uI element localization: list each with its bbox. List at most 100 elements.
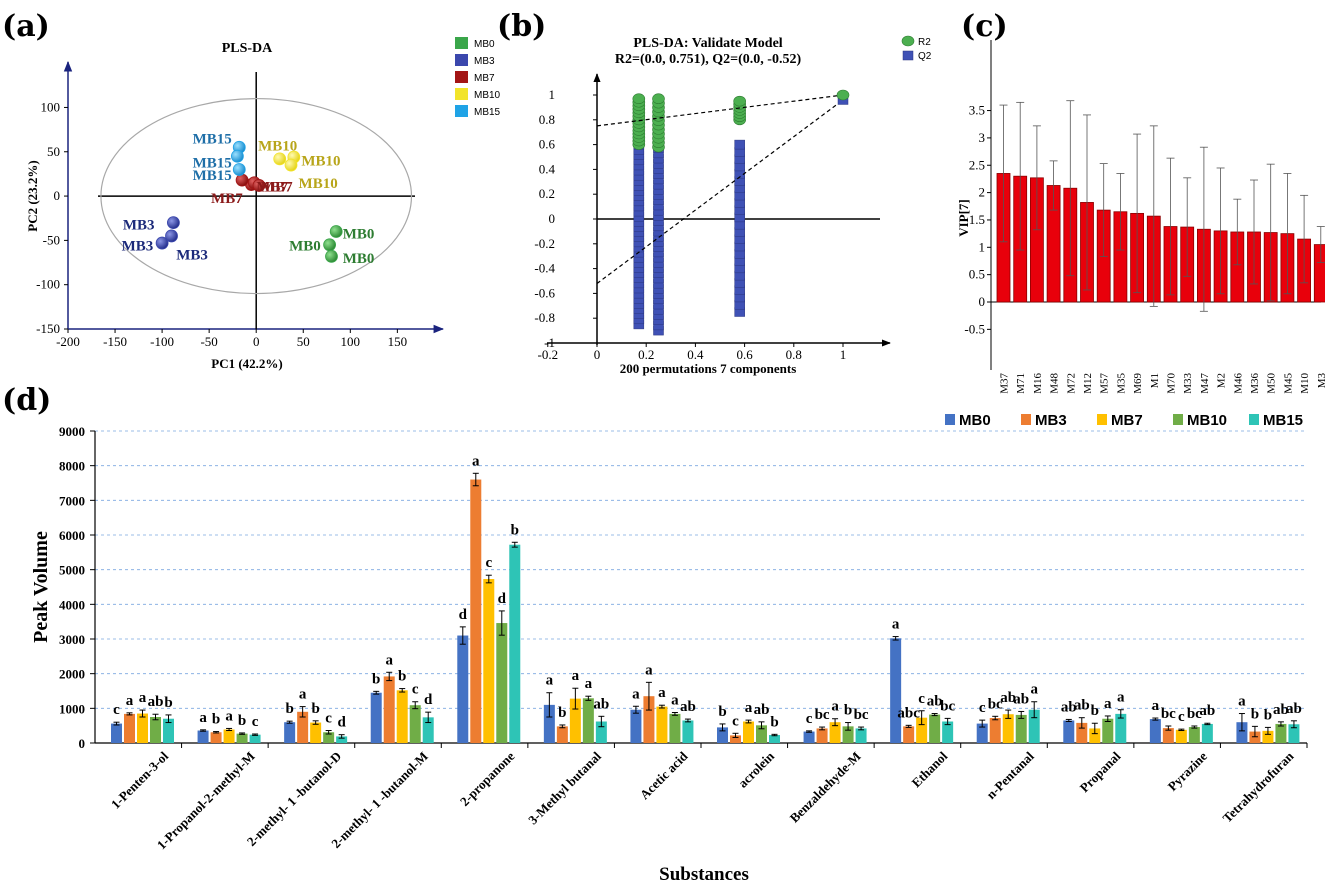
panel-d-legend-swatch-mb15 [1249, 414, 1259, 425]
panel-d-significance-letter: c [806, 711, 813, 727]
panel-d-bar-mb15 [509, 544, 521, 743]
panel-a-legend-swatch-mb0 [455, 37, 468, 49]
panel-a-point-label-mb0: MB0 [343, 226, 375, 242]
panel-d-significance-letter: a [139, 690, 147, 706]
panel-a-x-tick-label: 150 [388, 334, 408, 349]
panel-c-x-tick-label: M45 [1282, 373, 1294, 394]
panel-a-point-mb7 [235, 173, 249, 187]
panel-c-vip-scores: (c) VIP[7] -0.5 0 0.5 1 1.5 2 2.5 3 3.5 M37 M71 M16… [956, 9, 1325, 394]
panel-a-point-label-mb3: MB3 [123, 217, 155, 233]
panel-a-point-label-mb10: MB10 [258, 139, 297, 155]
panel-b-x-tick-label: -0.2 [538, 347, 559, 362]
panel-b-x-tick-label: 0.6 [736, 347, 753, 362]
panel-a-x-tick-label: -200 [56, 334, 80, 349]
panel-d-bar-mb3 [989, 718, 1001, 743]
panel-d-significance-letter: a [225, 708, 233, 724]
panel-d-significance-letter: b [1264, 707, 1272, 723]
panel-c-x-tick-label: M12 [1082, 373, 1094, 394]
panel-d-legend-swatch-mb3 [1021, 414, 1031, 425]
panel-d-bar-mb15 [855, 728, 867, 743]
panel-b-r2-regression-line [596, 94, 844, 127]
panel-a-point-label-mb10: MB10 [301, 154, 340, 170]
panel-b-q2-point [734, 139, 745, 150]
panel-c-x-tick-label: M36 [1249, 373, 1261, 394]
panel-d-bar-mb15 [1201, 723, 1213, 743]
panel-b-legend-swatch-q2 [902, 50, 914, 61]
panel-d-significance-letter: a [572, 668, 580, 684]
panel-d-significance-letter: ab [1286, 701, 1302, 717]
panel-d-bar-mb7 [916, 717, 928, 743]
panel-d-significance-letter: ab [680, 699, 696, 715]
panel-c-x-tick-label: M10 [1299, 373, 1311, 394]
panel-d-legend-swatch-mb0 [945, 414, 955, 425]
panel-a-point-label-mb7: MB7 [211, 191, 243, 207]
panel-d-y-tick-label: 3000 [59, 632, 85, 647]
panel-d-significance-letter: b [1251, 706, 1259, 722]
panel-d-bar-mb3 [297, 711, 309, 743]
panel-d-significance-letter: a [632, 686, 640, 702]
panel-d-bar-mb15 [1028, 709, 1040, 743]
panel-c-x-tick-label: M72 [1065, 373, 1077, 394]
panel-c-y-tick-label: 0.5 [969, 267, 985, 282]
panel-a-legend-label-mb3: MB3 [474, 56, 495, 67]
panel-d-y-tick-label: 0 [79, 736, 86, 751]
panel-a-y-tick-label: 50 [47, 144, 60, 159]
panel-d-bar-mb10 [323, 732, 335, 743]
panel-d-bar-mb0 [1149, 719, 1161, 743]
panel-d-category-label: 2-methyl- 1 -butanol-D [244, 749, 344, 849]
panel-a-point-label-mb0: MB0 [343, 251, 375, 267]
panel-b-plot: -0.2 0 0.2 0.4 0.6 0.8 1 -1 -0.8 -0.6 -0.4 -0.2 0 0.2… [534, 73, 891, 362]
panel-d-bar-mb0 [457, 635, 469, 743]
panel-b-q2-regression-line [596, 99, 844, 284]
panel-d-significance-letter: b [164, 695, 172, 711]
panel-d-bar-mb7 [829, 722, 841, 743]
panel-d-bar-mb3 [383, 676, 395, 743]
panel-d-y-tick-label: 6000 [59, 528, 85, 543]
panel-d-bar-mb15 [769, 735, 780, 743]
panel-d-significance-letter: a [892, 617, 900, 633]
panel-d-significance-letter: a [546, 673, 554, 689]
panel-a-x-tick-label: -50 [200, 334, 217, 349]
panel-c-x-tick-label: M1 [1149, 373, 1161, 388]
panel-b-x-label: 200 permutations 7 components [620, 361, 797, 376]
panel-d-letter: (d) [2, 383, 51, 418]
panel-a-legend-swatch-mb7 [455, 71, 468, 83]
panel-d-y-tick-label: 5000 [59, 563, 85, 578]
panel-d-y-tick-label: 4000 [59, 597, 85, 612]
panel-a-x-tick-label: 0 [253, 334, 260, 349]
panel-d-bar-mb10 [1188, 727, 1200, 743]
panel-d-significance-letter: c [918, 691, 925, 707]
panel-d-significance-letter: ab [754, 702, 770, 718]
panel-d-category-label: 2-methyl- 1 -butanol-M [328, 749, 431, 852]
panel-a-point-mb0 [329, 225, 343, 238]
panel-d-bar-mb3 [643, 696, 655, 743]
panel-d-significance-letter: bc [940, 698, 955, 714]
panel-d-bar-mb3 [1162, 728, 1174, 743]
panel-a-point-label-mb0: MB0 [289, 239, 321, 255]
panel-c-y-tick-label: 0 [979, 294, 986, 309]
panel-d-bar-mb10 [150, 717, 161, 743]
panel-b-x-tick-label: 1 [840, 347, 847, 362]
panel-d-significance-letter: bc [815, 707, 830, 723]
panel-d-significance-letter: ab [148, 694, 164, 710]
panel-a-x-tick-label: -150 [103, 334, 127, 349]
panel-c-x-tick-label: M71 [1015, 373, 1027, 394]
panel-d-significance-letter: ab [927, 694, 943, 710]
panel-a-point-label-mb15: MB15 [193, 168, 232, 184]
panel-d-bar-mb10 [409, 705, 421, 743]
panel-d-significance-letter: a [831, 699, 839, 715]
panel-a-point-mb10 [273, 152, 287, 166]
panel-c-bar-m3 [1313, 244, 1325, 303]
panel-b-letter: (b) [497, 9, 546, 44]
panel-d-bar-mb3 [470, 479, 482, 743]
panel-d-category-label: Pyrazine [1165, 748, 1210, 793]
panel-b-permutation-test: (b) PLS-DA: Validate Model R2=(0.0, 0.75… [497, 9, 932, 376]
panel-d-bar-mb7 [1002, 714, 1014, 743]
panel-d-bar-mb7 [1262, 730, 1274, 743]
panel-d-category-label: Acetic acid [637, 748, 691, 802]
panel-c-y-tick-label: 3 [979, 130, 986, 145]
panel-d-legend-label-mb0: MB0 [959, 412, 991, 429]
panel-d-bar-mb7 [569, 698, 581, 743]
